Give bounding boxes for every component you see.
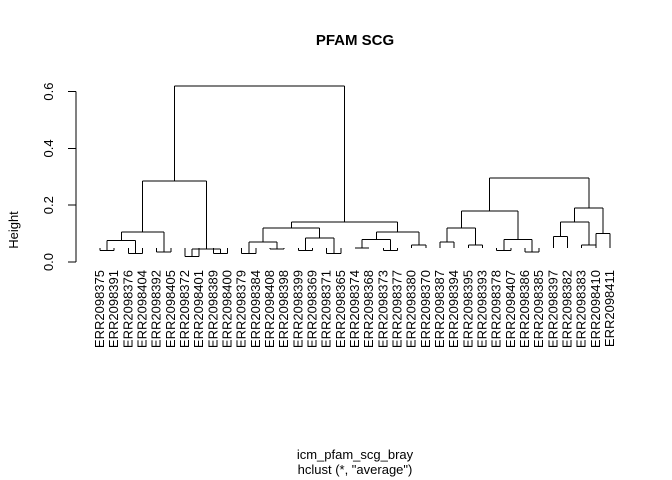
- leaf-label: ERR2098383: [574, 270, 589, 348]
- leaf-label: ERR2098386: [517, 270, 532, 348]
- leaf-label: ERR2098395: [460, 270, 475, 348]
- leaf-label: ERR2098379: [234, 270, 249, 348]
- leaf-label: ERR2098368: [361, 270, 376, 348]
- method-sublabel: hclust (*, "average"): [298, 462, 413, 477]
- leaf-label: ERR2098408: [262, 270, 277, 348]
- leaf-label: ERR2098375: [92, 270, 107, 348]
- leaf-label: ERR2098397: [545, 270, 560, 348]
- dendrogram-tree: [99, 85, 611, 257]
- chart-title: PFAM SCG: [316, 32, 394, 49]
- y-axis: 0.0 0.2 0.4 0.6: [41, 83, 77, 271]
- leaf-label: ERR2098378: [489, 270, 504, 348]
- leaf-label: ERR2098387: [432, 270, 447, 348]
- y-tick-label: 0.2: [41, 196, 56, 214]
- leaf-label: ERR2098370: [418, 270, 433, 348]
- y-tick-label: 0.0: [41, 253, 56, 271]
- leaf-label: ERR2098410: [588, 270, 603, 348]
- leaf-label: ERR2098373: [375, 270, 390, 348]
- leaf-label: ERR2098374: [347, 270, 362, 348]
- y-tick-label: 0.6: [41, 83, 56, 101]
- leaf-label: ERR2098405: [163, 270, 178, 348]
- y-axis-label: Height: [6, 211, 21, 249]
- leaf-label: ERR2098400: [220, 270, 235, 348]
- leaf-label: ERR2098380: [404, 270, 419, 348]
- leaf-label: ERR2098404: [135, 270, 150, 348]
- leaf-label: ERR2098389: [205, 270, 220, 348]
- leaf-label: ERR2098392: [149, 270, 164, 348]
- leaf-label: ERR2098384: [248, 270, 263, 348]
- x-axis-label: icm_pfam_scg_bray: [297, 447, 414, 462]
- leaf-label: ERR2098382: [560, 270, 575, 348]
- leaf-labels: ERR2098375 ERR2098391 ERR2098376 ERR2098404…: [92, 270, 617, 348]
- leaf-label: ERR2098411: [602, 270, 617, 347]
- leaf-label: ERR2098376: [120, 270, 135, 348]
- leaf-label: ERR2098372: [177, 270, 192, 348]
- leaf-label: ERR2098393: [475, 270, 490, 348]
- leaf-label: ERR2098385: [531, 270, 546, 348]
- leaf-label: ERR2098365: [333, 270, 348, 348]
- leaf-label: ERR2098369: [305, 270, 320, 348]
- leaf-label: ERR2098394: [446, 270, 461, 348]
- leaf-label: ERR2098371: [319, 270, 334, 348]
- leaf-label: ERR2098377: [390, 270, 405, 348]
- leaf-label: ERR2098401: [191, 270, 206, 348]
- leaf-label: ERR2098399: [290, 270, 305, 348]
- leaf-label: ERR2098398: [276, 270, 291, 348]
- leaf-label: ERR2098407: [503, 270, 518, 348]
- y-tick-label: 0.4: [41, 139, 56, 157]
- leaf-label: ERR2098391: [106, 270, 121, 348]
